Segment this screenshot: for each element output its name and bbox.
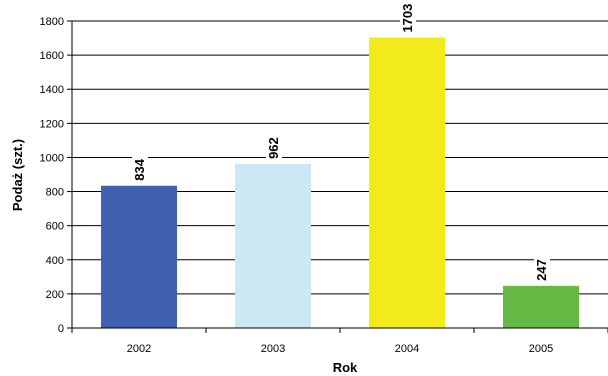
y-tick-label: 1600 — [40, 50, 64, 62]
y-tick-label: 600 — [46, 221, 64, 233]
data-label-group: 1703 — [400, 0, 416, 36]
y-tick-label: 800 — [46, 187, 64, 199]
data-label: 962 — [266, 137, 281, 159]
data-label: 1703 — [400, 4, 415, 33]
y-tick-label: 400 — [46, 255, 64, 267]
bars — [101, 37, 579, 329]
data-label: 834 — [132, 158, 147, 180]
data-label-bg — [266, 131, 282, 162]
y-tick-labels: 0 200 400 600 800 1000 1200 1400 1600 1800 — [40, 16, 64, 335]
data-label-bg — [534, 253, 550, 284]
x-tick-label: 2004 — [395, 343, 419, 355]
x-tick-label: 2002 — [127, 343, 151, 355]
y-axis-title: Podaż (szt.) — [10, 139, 25, 211]
bar-2002 — [101, 185, 177, 328]
y-tick-label: 200 — [46, 289, 64, 301]
y-tick-label: 1000 — [40, 152, 64, 164]
bar-2004 — [369, 37, 445, 329]
data-label: 247 — [534, 259, 549, 281]
data-labels: 834 962 1703 247 — [132, 0, 550, 284]
x-tick-labels: 2002 2003 2004 2005 — [127, 343, 553, 355]
data-label-group: 834 — [132, 153, 148, 184]
y-tick-label: 1800 — [40, 16, 64, 28]
data-label-group: 247 — [534, 253, 550, 284]
x-axis-title: Rok — [333, 360, 358, 375]
y-tick-label: 1200 — [40, 118, 64, 130]
data-label-bg — [400, 0, 416, 36]
x-tick-label: 2005 — [529, 343, 553, 355]
x-tick-label: 2003 — [261, 343, 285, 355]
y-tick-label: 1400 — [40, 84, 64, 96]
data-label-group: 962 — [266, 131, 282, 162]
axes — [67, 20, 608, 333]
bar-2005 — [503, 285, 579, 328]
data-label-bg — [132, 153, 148, 184]
y-tick-label: 0 — [58, 323, 64, 335]
bar-2003 — [235, 163, 311, 328]
